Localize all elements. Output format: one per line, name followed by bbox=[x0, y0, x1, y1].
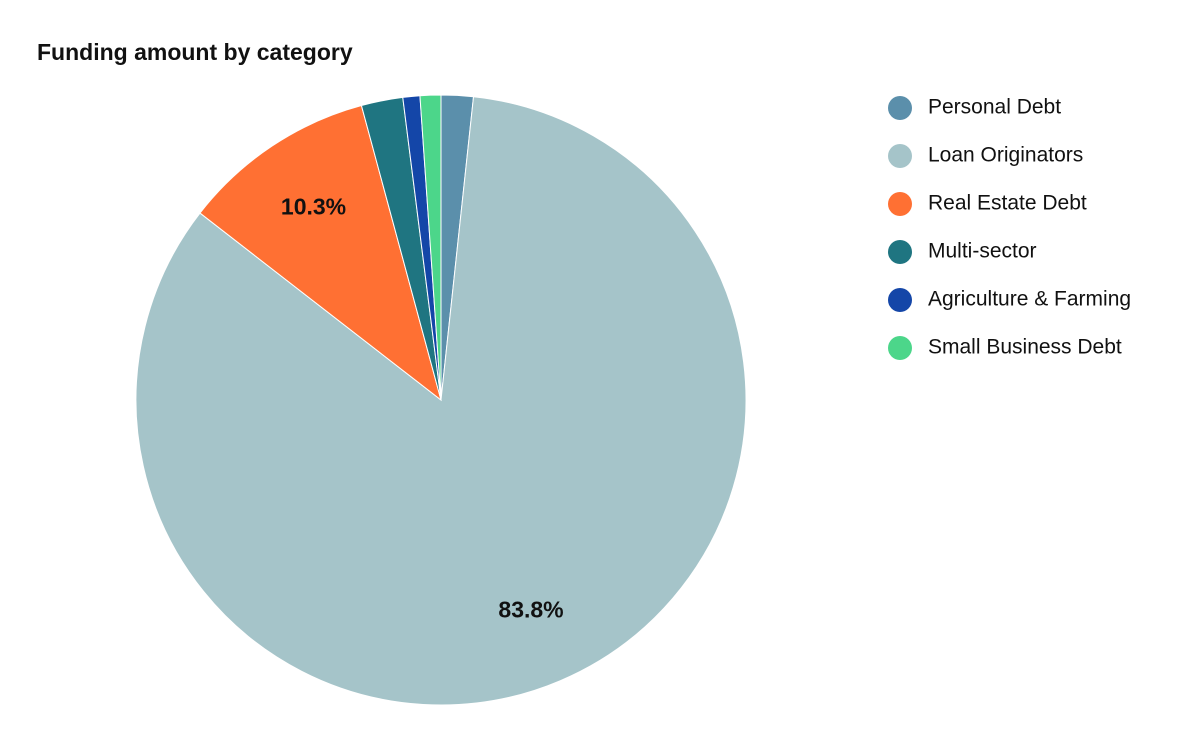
legend-label: Small Business Debt bbox=[928, 336, 1122, 359]
legend-swatch bbox=[888, 144, 912, 168]
legend-label: Loan Originators bbox=[928, 144, 1083, 167]
legend-swatch bbox=[888, 288, 912, 312]
legend-label: Personal Debt bbox=[928, 96, 1061, 119]
data-label: 83.8% bbox=[498, 597, 563, 623]
legend-swatch bbox=[888, 96, 912, 120]
legend-swatch bbox=[888, 192, 912, 216]
pie-slice bbox=[199, 104, 442, 402]
legend-label: Real Estate Debt bbox=[928, 192, 1087, 215]
legend-label: Multi-sector bbox=[928, 240, 1037, 263]
legend-label: Agriculture & Farming bbox=[928, 288, 1131, 311]
legend-swatch bbox=[888, 336, 912, 360]
data-label: 10.3% bbox=[281, 194, 346, 220]
chart-title: Funding amount by category bbox=[37, 39, 353, 65]
legend-swatch bbox=[888, 240, 912, 264]
pie-slice bbox=[419, 94, 442, 401]
pie-slice bbox=[135, 96, 747, 706]
